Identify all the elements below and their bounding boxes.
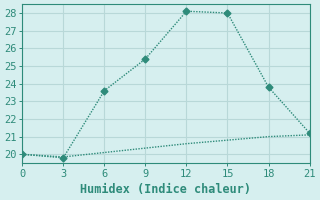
X-axis label: Humidex (Indice chaleur): Humidex (Indice chaleur): [80, 183, 252, 196]
